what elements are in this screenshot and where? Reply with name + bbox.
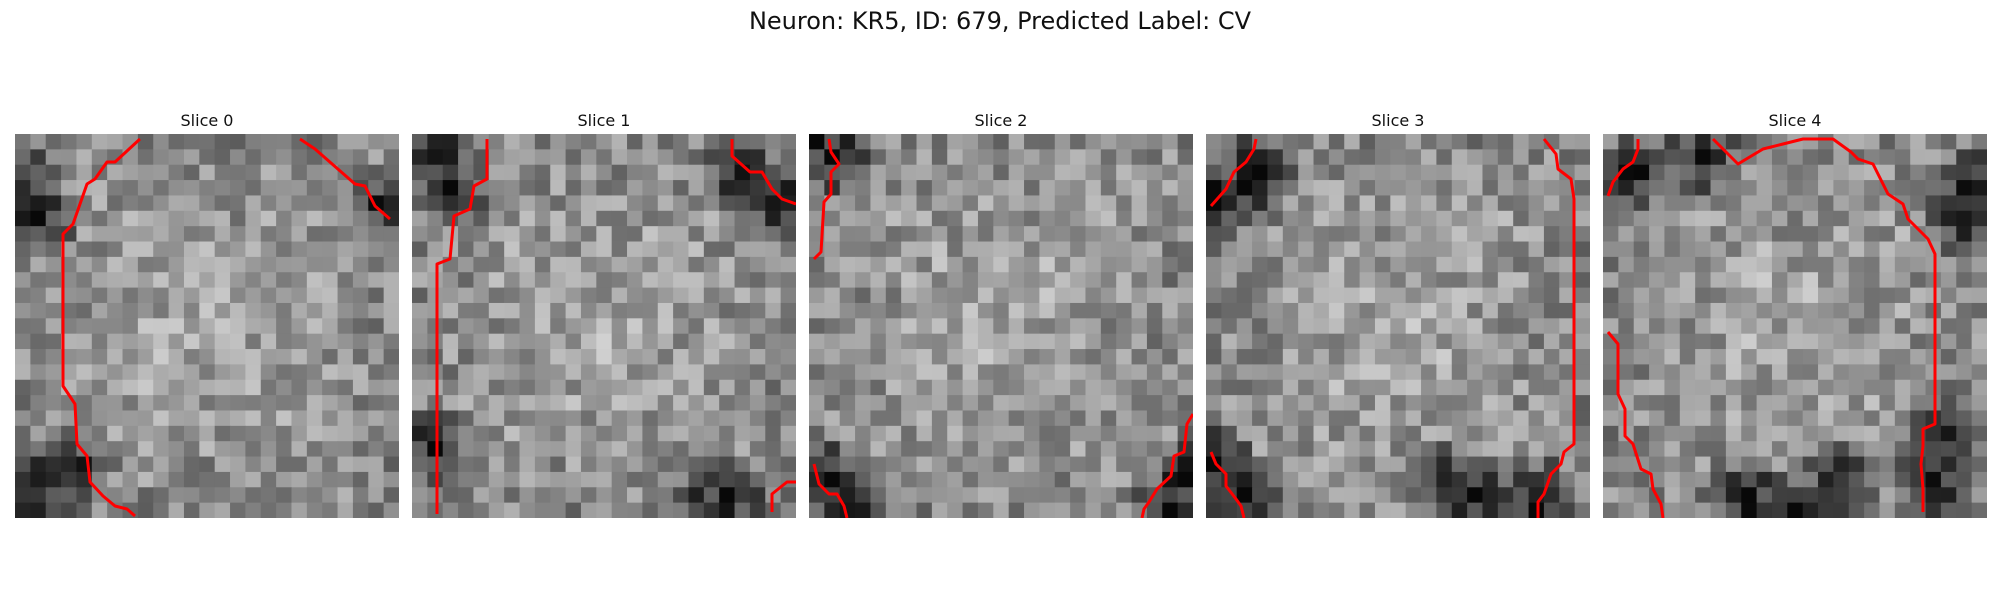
contour-line xyxy=(299,137,391,221)
slice-title: Slice 4 xyxy=(1768,111,1822,130)
slice-panel-4: Slice 4 xyxy=(1603,110,1987,518)
slice-image xyxy=(809,134,1193,518)
slice-title: Slice 3 xyxy=(1371,111,1425,130)
slice-title: Slice 1 xyxy=(577,111,631,130)
slice-panel-2: Slice 2 xyxy=(809,110,1193,518)
contour-line xyxy=(61,137,142,518)
contour-line xyxy=(1140,413,1193,518)
slice-image xyxy=(412,134,796,518)
slice-panel-3: Slice 3 xyxy=(1206,110,1590,518)
slice-title: Slice 2 xyxy=(974,111,1028,130)
contour-line xyxy=(770,480,796,512)
contour-line xyxy=(1711,137,1937,512)
contour-line xyxy=(812,463,849,518)
contour-line xyxy=(1536,138,1576,518)
slice-image xyxy=(1603,134,1987,518)
contour-line xyxy=(1606,139,1640,197)
slice-title: Slice 0 xyxy=(180,111,234,130)
slice-panel-1: Slice 1 xyxy=(412,110,796,518)
figure-title: Neuron: KR5, ID: 679, Predicted Label: C… xyxy=(748,7,1252,35)
contour-line xyxy=(730,139,796,206)
contour-line xyxy=(1209,138,1258,207)
contour-line xyxy=(1209,451,1246,518)
contour-line xyxy=(812,138,841,261)
slice-image xyxy=(15,134,399,518)
contour-line xyxy=(435,139,489,514)
slice-image xyxy=(1206,134,1590,518)
contour-line xyxy=(1606,331,1665,518)
slice-panel-0: Slice 0 xyxy=(15,110,399,518)
